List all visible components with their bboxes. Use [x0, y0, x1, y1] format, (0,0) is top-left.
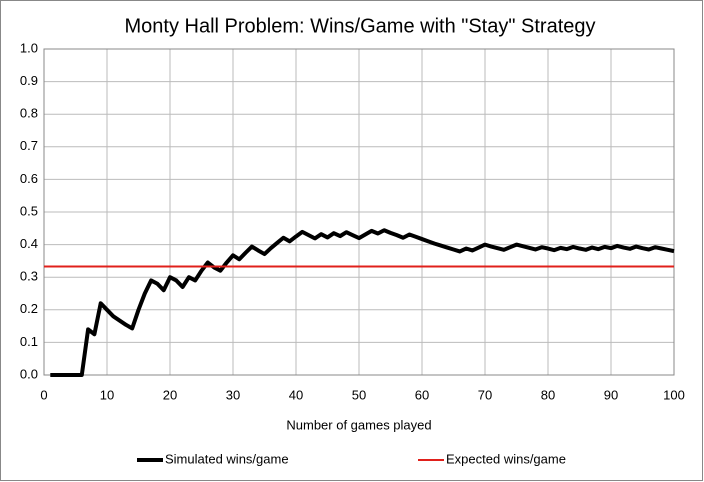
y-tick-label: 1.0 [20, 40, 38, 55]
y-tick-label: 0.6 [20, 171, 38, 186]
y-tick-label: 0.0 [20, 366, 38, 381]
y-tick-label: 0.2 [20, 301, 38, 316]
plot-area-border [43, 48, 675, 376]
y-tick-label: 0.4 [20, 236, 38, 251]
series-line [50, 228, 675, 377]
x-tick-label: 80 [541, 387, 555, 402]
x-tick-label: 100 [663, 387, 685, 402]
x-axis-label: Number of games played [286, 417, 431, 432]
y-tick-label: 0.7 [20, 138, 38, 153]
x-tick-label: 90 [604, 387, 618, 402]
legend-label: Expected wins/game [446, 451, 566, 466]
x-tick-label: 40 [289, 387, 303, 402]
x-tick-label: 20 [163, 387, 177, 402]
legend-label: Simulated wins/game [165, 451, 289, 466]
x-tick-label: 60 [415, 387, 429, 402]
y-tick-label: 0.5 [20, 203, 38, 218]
x-tick-label: 30 [226, 387, 240, 402]
y-tick-label: 0.9 [20, 73, 38, 88]
chart-title: Monty Hall Problem: Wins/Game with "Stay… [124, 15, 595, 37]
y-tick-label: 0.3 [20, 269, 38, 284]
x-tick-label: 0 [40, 387, 47, 402]
x-tick-label: 70 [478, 387, 492, 402]
y-tick-label: 0.1 [20, 334, 38, 349]
x-tick-label: 10 [100, 387, 114, 402]
x-tick-label: 50 [352, 387, 366, 402]
y-tick-label: 0.8 [20, 106, 38, 121]
